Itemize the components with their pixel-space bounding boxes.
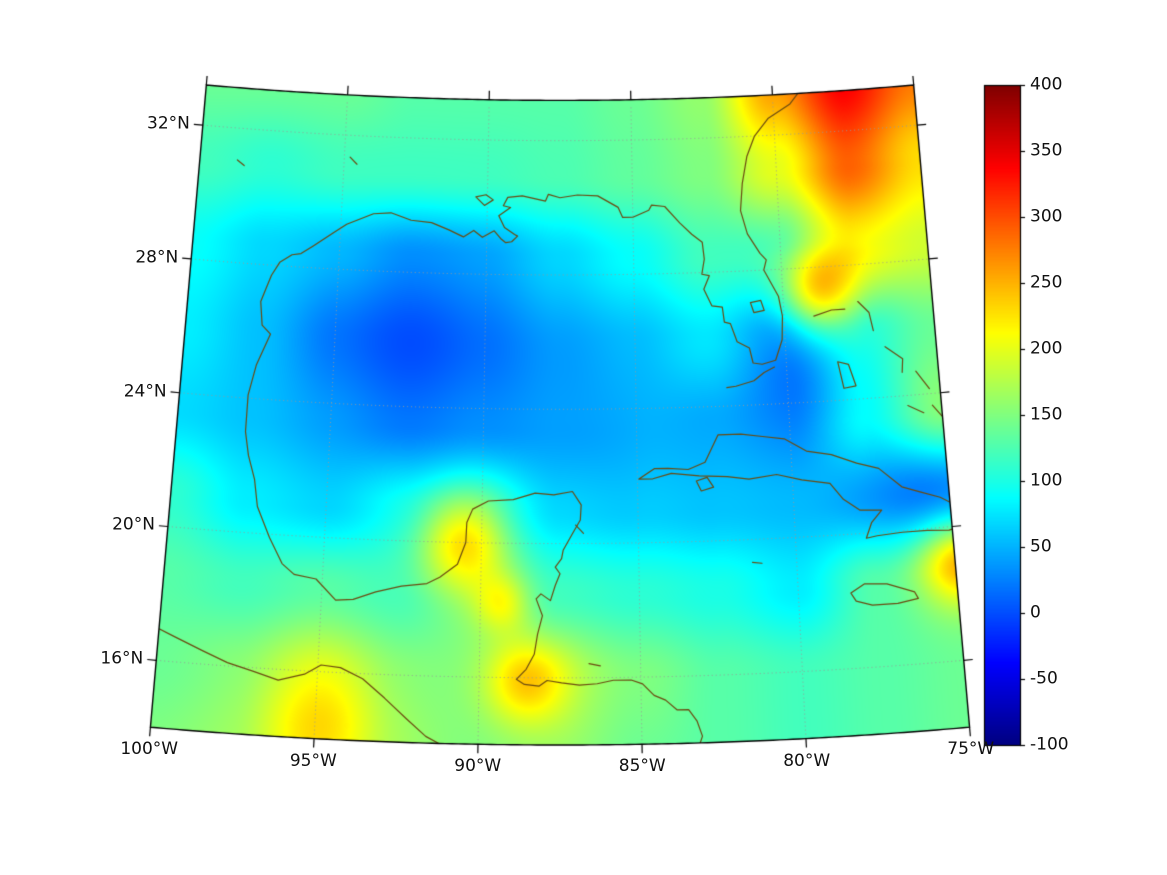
lon-tick-label: 90°W — [454, 756, 502, 777]
lat-tick-label: 16°N — [100, 648, 144, 669]
lon-tick-label: 100°W — [120, 739, 179, 760]
colorbar-tick-label: 200 — [1030, 338, 1063, 359]
colorbar-tick-label: 300 — [1030, 206, 1063, 227]
colorbar-tick-label: -50 — [1030, 668, 1058, 689]
lon-tick-label: 95°W — [289, 750, 337, 771]
lon-tick-label: 75°W — [947, 739, 995, 760]
colorbar-tick-label: -100 — [1030, 734, 1069, 755]
colorbar-tick-label: 50 — [1030, 536, 1052, 557]
lat-tick-label: 28°N — [135, 247, 179, 268]
colorbar-tick-label: 100 — [1030, 470, 1063, 491]
colorbar-tick-label: 0 — [1030, 602, 1041, 623]
colorbar-tick-label: 250 — [1030, 272, 1063, 293]
lon-tick-label: 80°W — [783, 750, 831, 771]
colorbar-tick-label: 350 — [1030, 140, 1063, 161]
colorbar-tick-label: 150 — [1030, 404, 1063, 425]
lat-tick-label: 24°N — [123, 381, 167, 402]
lon-tick-label: 85°W — [618, 756, 666, 777]
colorbar-tick-label: 400 — [1030, 74, 1063, 95]
lat-tick-label: 20°N — [112, 514, 155, 535]
lat-tick-label: 32°N — [147, 113, 190, 134]
